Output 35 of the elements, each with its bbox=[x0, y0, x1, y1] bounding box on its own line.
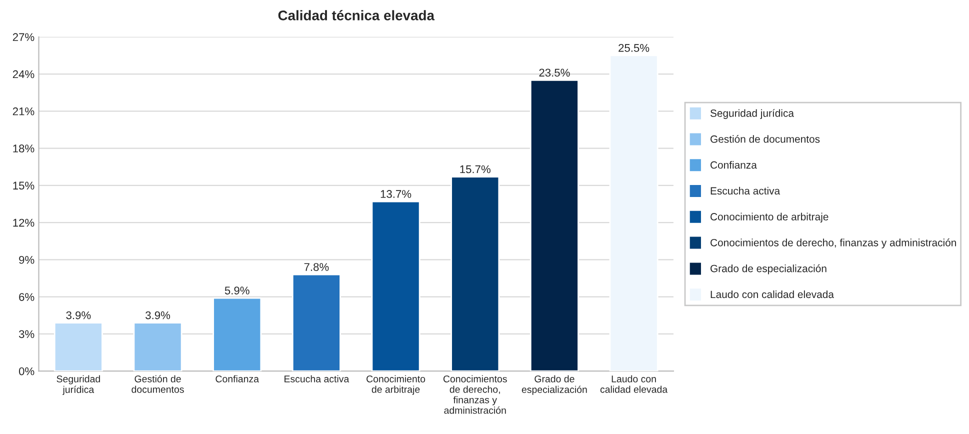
data-label: 13.7% bbox=[380, 190, 412, 198]
data-label: 25.5% bbox=[618, 44, 650, 52]
y-tick-label: 0% bbox=[18, 367, 34, 376]
y-tick-label: 12% bbox=[13, 218, 34, 227]
x-tick-label: Laudo con calidad elevada bbox=[600, 375, 668, 393]
legend-label: Conocimiento de arbitraje bbox=[710, 212, 828, 222]
y-tick-label: 15% bbox=[13, 182, 34, 190]
chart-title: Calidad técnica elevada bbox=[278, 10, 435, 20]
y-tick-label: 21% bbox=[12, 107, 34, 116]
x-tick-label: Conocimiento de arbitraje bbox=[366, 375, 426, 395]
x-tick-label: Gestión de documentos bbox=[132, 375, 184, 393]
legend-label: Conocimientos de derecho, finanzas y administración bbox=[710, 238, 956, 248]
data-label: 3.9% bbox=[66, 311, 91, 320]
legend-label: Grado de especialización bbox=[710, 264, 826, 274]
x-tick-label: Grado de especialización bbox=[522, 375, 587, 395]
legend-label: Laudo con calidad elevada bbox=[710, 290, 834, 298]
y-tick-label: 27% bbox=[12, 33, 34, 41]
data-label: 23.5% bbox=[539, 68, 570, 77]
data-label: 3.9% bbox=[146, 311, 170, 320]
x-tick-label: Seguridad jurídica bbox=[56, 375, 100, 395]
y-tick-label: 18% bbox=[13, 144, 34, 152]
y-tick-label: 6% bbox=[19, 293, 34, 301]
y-tick-label: 9% bbox=[19, 256, 34, 264]
y-tick-label: 3% bbox=[18, 330, 34, 338]
data-label: 15.7% bbox=[460, 165, 490, 174]
data-label: 5.9% bbox=[224, 286, 250, 294]
legend-label: Seguridad jurídica bbox=[710, 109, 794, 119]
legend-label: Gestión de documentos bbox=[710, 135, 820, 143]
y-tick-label: 24% bbox=[12, 70, 34, 78]
legend-label: Escucha activa bbox=[710, 186, 780, 195]
x-tick-label: Conocimientos de derecho, finanzas y administración bbox=[443, 375, 507, 414]
data-label: 7.8% bbox=[304, 263, 329, 271]
legend-label: Confianza bbox=[710, 161, 757, 169]
x-tick-label: Escucha activa bbox=[284, 375, 350, 382]
x-tick-label: Confianza bbox=[216, 375, 259, 382]
